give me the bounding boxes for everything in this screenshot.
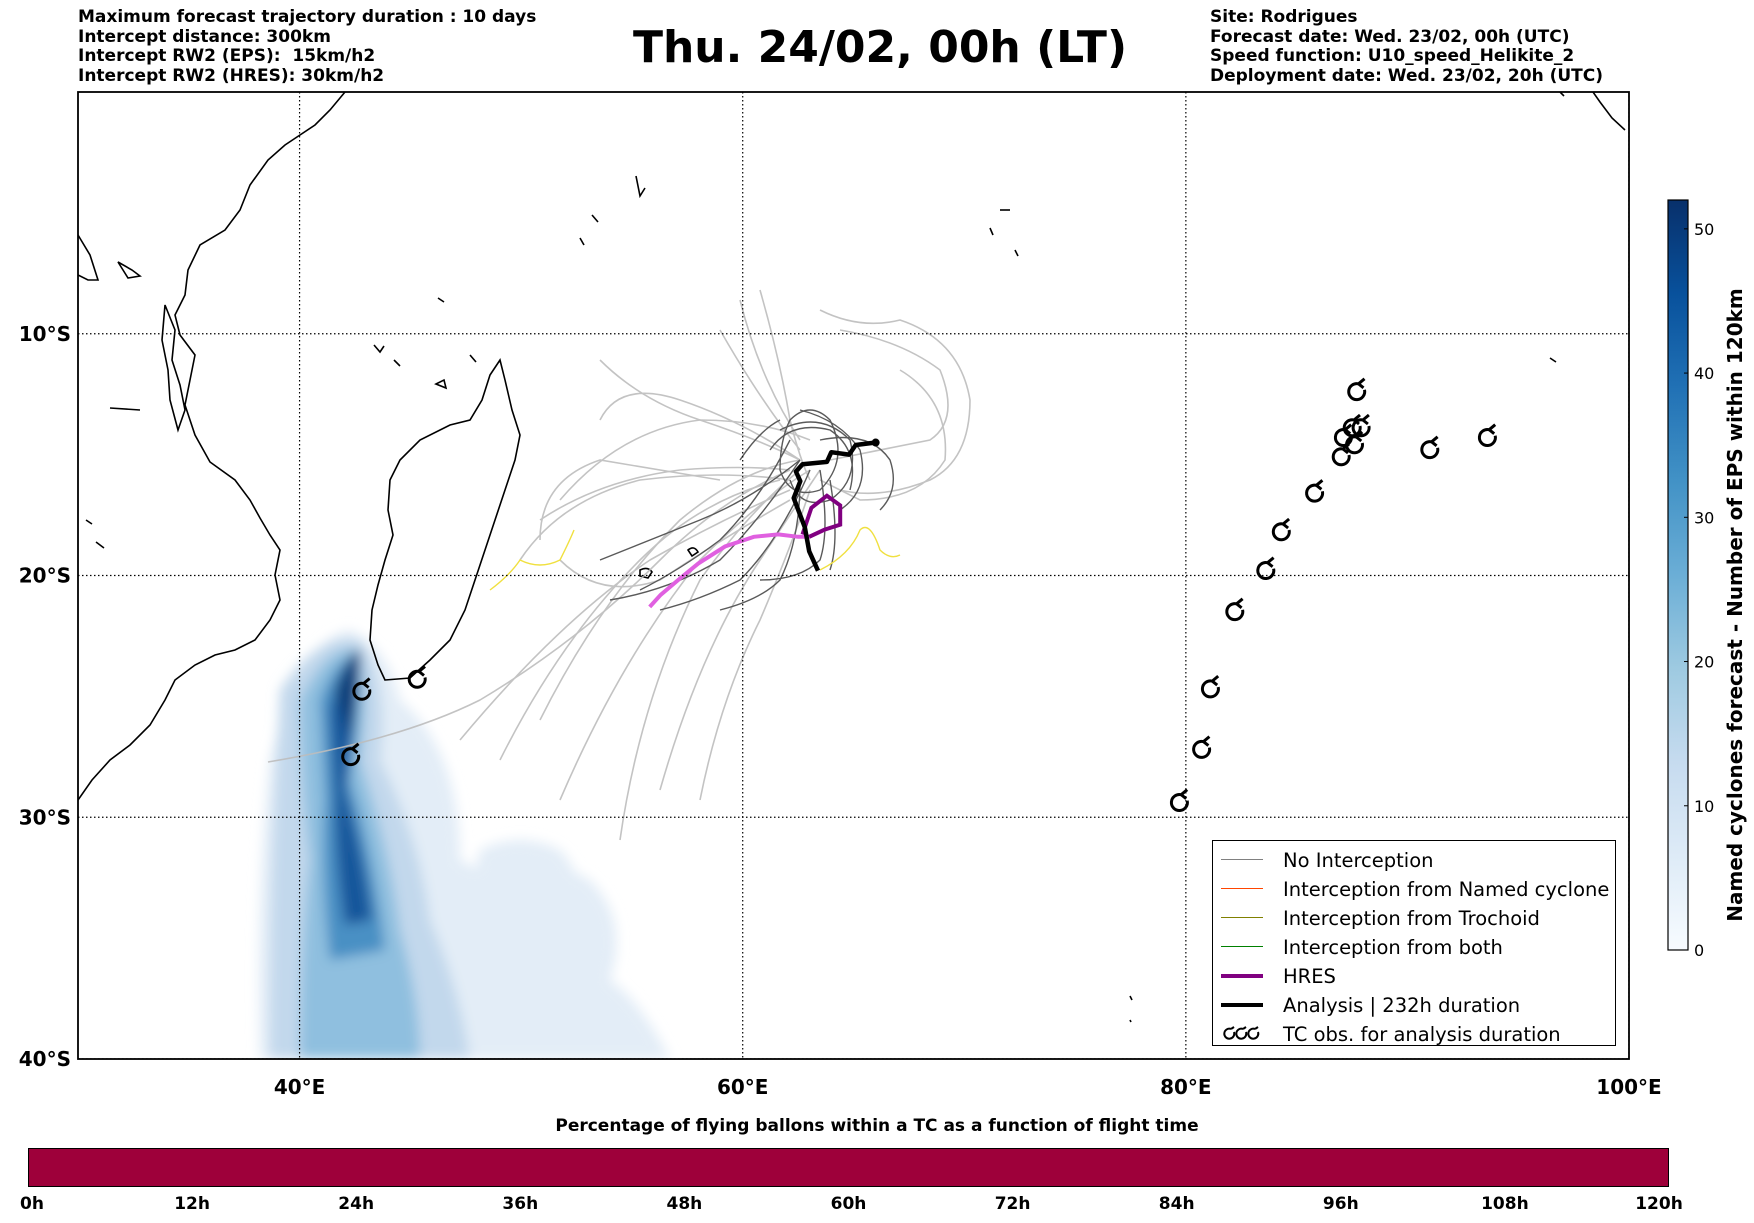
latitude-label: 40°S: [19, 1047, 71, 1071]
legend-label: No Interception: [1283, 848, 1434, 872]
time-bar-label: 84h: [1158, 1194, 1195, 1214]
tc-observation-icon: [1225, 597, 1245, 622]
time-bar-label: 24h: [338, 1194, 375, 1214]
legend: No Interception Interception from Named …: [1212, 840, 1616, 1046]
cyclone-density-field: [258, 630, 670, 1059]
forecast-date-text: Forecast date: Wed. 23/02, 00h (UTC): [1210, 26, 1570, 47]
time-percentage-bar: [28, 1148, 1669, 1187]
page-title: Thu. 24/02, 00h (LT): [632, 22, 1128, 73]
tc-observation-icon: [1192, 735, 1212, 759]
legend-label: Interception from both: [1283, 935, 1503, 959]
latitude-label: 30°S: [19, 805, 71, 829]
tc-observation-icon: [1420, 435, 1440, 460]
cyclone-colorbar: 0 10 20 30 40 50 Named cyclones forecast - Nu…: [1667, 199, 1747, 960]
legend-swatch-purple: [1221, 963, 1263, 989]
grid: [78, 92, 1629, 1059]
longitude-label: 60°E: [717, 1075, 769, 1099]
legend-label: Interception from Trochoid: [1283, 906, 1540, 930]
longitude-label: 80°E: [1160, 1075, 1212, 1099]
hres-loop: [800, 493, 843, 539]
colorbar-tick-label: 20: [1694, 653, 1714, 672]
legend-swatch-black: [1221, 992, 1263, 1018]
analysis-start-point: [871, 438, 880, 447]
time-bar-label: 96h: [1322, 1194, 1359, 1214]
legend-label: Analysis | 232h duration: [1283, 993, 1521, 1017]
time-bar-label: 36h: [502, 1194, 539, 1214]
legend-item-tc-obs: TC obs. for analysis duration: [1221, 1021, 1561, 1047]
time-bar-label: 120h: [1635, 1194, 1683, 1214]
time-bar-label: 48h: [666, 1194, 703, 1214]
site-parameters: Site: Rodrigues Forecast date: Wed. 23/02…: [1210, 7, 1604, 86]
tc-observation-icon: [1351, 413, 1371, 438]
colorbar-gradient: [1667, 199, 1689, 951]
tc-observation-icon: [341, 742, 361, 767]
coastlines: [78, 92, 1626, 1023]
tc-observation-icon: [352, 677, 372, 701]
time-bar-title: Percentage of flying ballons within a TC…: [555, 1116, 1199, 1136]
tc-observation-icon: [1200, 674, 1220, 699]
colorbar-label: Named cyclones forecast - Number of EPS …: [1723, 288, 1747, 922]
time-bar-label: 0h: [20, 1194, 44, 1214]
intercept-distance-text: Intercept distance: 300km: [78, 26, 331, 47]
site-text: Site: Rodrigues: [1210, 7, 1358, 27]
legend-label: TC obs. for analysis duration: [1283, 1022, 1561, 1046]
legend-item-hres: HRES: [1221, 963, 1336, 989]
tc-observation-icon: [1333, 423, 1353, 447]
legend-swatch-green: [1221, 934, 1263, 960]
legend-item-no-interception: No Interception: [1221, 847, 1434, 873]
longitude-label: 40°E: [274, 1075, 326, 1099]
intercept-eps-text: Intercept RW2 (EPS): 15km/h2: [78, 46, 376, 66]
time-bar-label: 60h: [830, 1194, 867, 1214]
tc-observation-icon: [1271, 517, 1291, 542]
legend-item-named-cyclone: Interception from Named cyclone: [1221, 876, 1609, 902]
cyclone-symbol-icon: [1221, 1021, 1263, 1047]
longitude-labels: 40°E 60°E 80°E 100°E: [274, 1075, 1662, 1099]
tc-observation-markers: [341, 377, 1497, 812]
legend-swatch-orange: [1221, 876, 1263, 902]
time-bar-label: 12h: [174, 1194, 210, 1214]
legend-item-both: Interception from both: [1221, 934, 1503, 960]
tc-observation-icon: [1331, 442, 1351, 467]
intercept-hres-text: Intercept RW2 (HRES): 30km/h2: [78, 65, 385, 86]
colorbar-tick-label: 50: [1694, 220, 1714, 239]
legend-item-analysis: Analysis | 232h duration: [1221, 992, 1520, 1018]
legend-swatch-grey: [1221, 847, 1263, 873]
longitude-label: 100°E: [1596, 1075, 1661, 1099]
hres-track: [648, 527, 826, 609]
time-bar-label: 108h: [1481, 1194, 1529, 1214]
colorbar-tick-label: 10: [1694, 797, 1714, 816]
tc-observation-icon: [1256, 556, 1276, 580]
latitude-labels: 10°S 20°S 30°S 40°S: [19, 322, 71, 1071]
deployment-date-text: Deployment date: Wed. 23/02, 20h (UTC): [1210, 65, 1604, 86]
analysis-track: [791, 440, 876, 572]
trochoid-paths: [489, 526, 901, 591]
legend-label: HRES: [1283, 964, 1336, 988]
max-duration-text: Maximum forecast trajectory duration : 1…: [78, 7, 537, 27]
eps-trajectories-dark: [599, 409, 894, 611]
tc-observation-icon: [407, 665, 427, 689]
colorbar-tick-label: 0: [1694, 941, 1704, 960]
speed-function-text: Speed function: U10_speed_Helikite_2: [1210, 46, 1575, 66]
forecast-parameters: Maximum forecast trajectory duration : 1…: [78, 7, 537, 86]
tc-observation-icon: [1477, 423, 1497, 447]
tc-observation-icon: [1169, 788, 1189, 812]
legend-item-trochoid: Interception from Trochoid: [1221, 905, 1540, 931]
time-bar-label: 72h: [994, 1194, 1031, 1214]
legend-swatch-olive: [1221, 905, 1263, 931]
legend-label: Interception from Named cyclone: [1283, 877, 1610, 901]
tc-observation-icon: [1305, 479, 1325, 503]
latitude-label: 10°S: [19, 322, 71, 346]
latitude-label: 20°S: [19, 564, 71, 588]
colorbar-tick-label: 30: [1694, 508, 1714, 527]
colorbar-ticks: 0 10 20 30 40 50: [1684, 220, 1714, 960]
tc-observation-icon: [1347, 377, 1367, 402]
colorbar-tick-label: 40: [1694, 364, 1714, 383]
map-frame: [77, 91, 1630, 1060]
tc-observation-icon: [1345, 430, 1364, 455]
